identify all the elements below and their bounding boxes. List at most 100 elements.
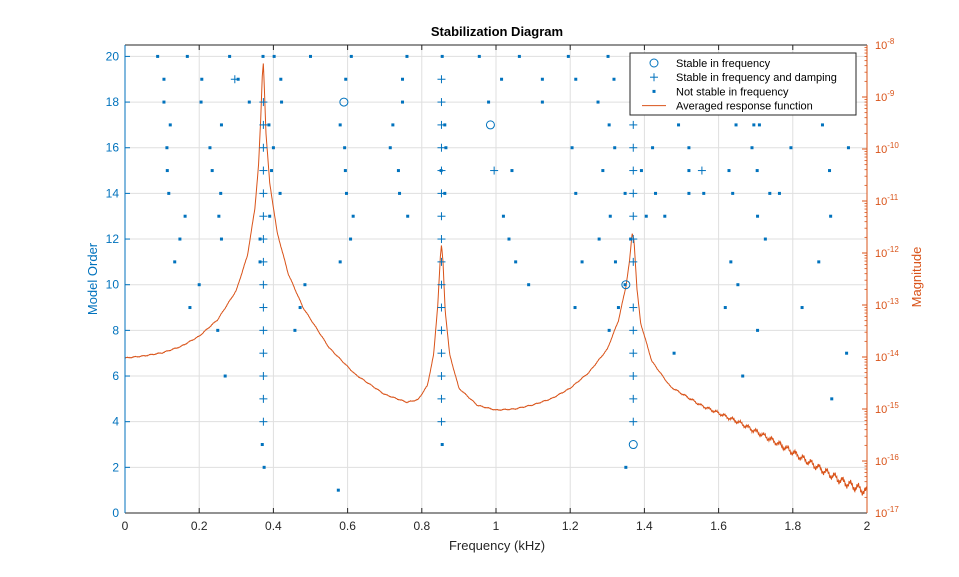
plus-marker	[259, 120, 268, 129]
dot-marker	[272, 54, 276, 58]
plus-marker	[259, 303, 268, 312]
dot-marker	[156, 54, 160, 58]
response-curve	[125, 63, 868, 496]
dot-marker	[343, 146, 347, 150]
dot-marker	[401, 100, 405, 104]
dot-marker	[216, 328, 220, 332]
response-curve-layer	[125, 63, 868, 496]
dot-marker	[444, 146, 448, 150]
dot-marker	[219, 237, 223, 241]
circle-marker	[339, 97, 349, 107]
dot-marker	[443, 191, 447, 195]
dot-marker	[258, 260, 262, 264]
y-left-tick-label: 8	[112, 323, 119, 337]
dot-marker	[165, 146, 169, 150]
dot-marker	[629, 237, 633, 241]
dot-marker	[219, 191, 223, 195]
plus-marker	[437, 257, 446, 266]
dot-marker	[623, 283, 627, 287]
dot-marker	[391, 123, 395, 127]
legend-entry-label: Stable in frequency and damping	[676, 72, 837, 84]
dot-marker	[734, 123, 738, 127]
dot-marker	[351, 214, 355, 218]
plus-marker	[259, 417, 268, 426]
x-tick-label: 0	[122, 519, 129, 533]
x-tick-label: 0.4	[265, 519, 282, 533]
circle-marker	[621, 280, 631, 290]
dot-marker	[210, 169, 214, 173]
legend-entry-label: Not stable in frequency	[676, 86, 789, 98]
y-left-tick-label: 0	[112, 506, 119, 520]
dot-marker	[440, 54, 444, 58]
dot-marker	[729, 260, 733, 264]
dot-marker	[723, 306, 727, 310]
dot-marker	[443, 123, 447, 127]
dot-marker	[677, 123, 681, 127]
x-tick-label: 1.4	[636, 519, 653, 533]
dot-marker	[654, 191, 658, 195]
dot-marker	[309, 54, 312, 58]
dot-marker	[741, 374, 745, 378]
dot-marker	[247, 100, 251, 104]
dot-marker	[623, 191, 627, 195]
x-tick-label: 1.8	[784, 519, 801, 533]
plus-marker	[259, 349, 268, 358]
dot-marker	[298, 306, 302, 310]
dot-marker	[597, 237, 601, 241]
dot-marker	[566, 54, 570, 58]
x-tick-label: 1.6	[710, 519, 727, 533]
x-tick-label: 0.8	[413, 519, 430, 533]
plus-marker	[437, 143, 446, 152]
dot-marker	[672, 351, 676, 355]
plus-marker	[437, 235, 446, 244]
dot-marker	[517, 54, 521, 58]
x-tick-label: 1.2	[562, 519, 579, 533]
circle-marker	[628, 440, 638, 450]
dot-marker	[477, 54, 481, 58]
x-tick-label: 2	[864, 519, 871, 533]
plus-marker	[629, 166, 638, 175]
dot-marker	[349, 54, 353, 58]
dot-marker	[219, 123, 223, 127]
legend-plus-symbol	[650, 73, 658, 82]
dot-marker	[349, 237, 353, 241]
y-axis-right-label: Magnitude	[909, 247, 924, 308]
dot-marker	[199, 100, 203, 104]
dot-marker	[800, 306, 804, 310]
dot-marker	[756, 328, 760, 332]
chart-title: Stabilization Diagram	[431, 24, 563, 39]
dot-marker	[736, 283, 740, 287]
dot-marker	[613, 146, 617, 150]
dot-marker	[278, 191, 282, 195]
x-tick-label: 1	[493, 519, 500, 533]
dot-marker	[687, 169, 691, 173]
plus-marker	[437, 280, 446, 289]
dot-marker	[279, 77, 283, 81]
dot-marker	[388, 146, 392, 150]
y-right-tick-label: 10-15	[875, 401, 899, 416]
dot-marker	[830, 397, 834, 401]
dot-marker	[396, 169, 400, 173]
plus-marker	[259, 372, 268, 381]
dot-marker	[574, 77, 578, 81]
dot-marker	[217, 214, 221, 218]
plus-marker	[259, 166, 268, 175]
dot-marker	[570, 146, 574, 150]
plus-marker	[437, 372, 446, 381]
y-left-tick-label: 20	[106, 49, 120, 63]
dot-marker	[606, 54, 610, 58]
y-left-tick-label: 12	[106, 232, 120, 246]
plus-marker	[629, 417, 638, 426]
dot-marker	[607, 123, 611, 127]
dot-marker	[510, 169, 514, 173]
dot-marker	[596, 100, 600, 104]
y-right-tick-label: 10-17	[875, 505, 899, 520]
x-tick-label: 0.2	[191, 519, 208, 533]
plus-marker	[629, 212, 638, 221]
y-right-tick-label: 10-16	[875, 453, 899, 468]
plus-marker	[437, 303, 446, 312]
dot-marker	[820, 123, 824, 127]
plus-marker	[437, 417, 446, 426]
dot-marker	[260, 443, 264, 447]
